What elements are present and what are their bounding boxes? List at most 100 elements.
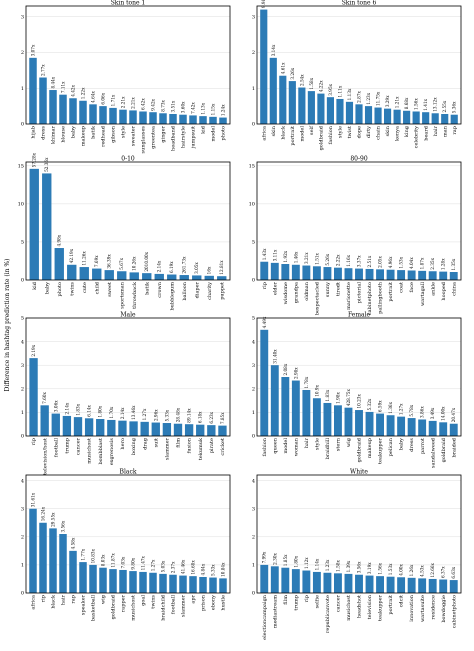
bar	[196, 424, 205, 436]
y-axis-label: Difference in hashtag prediction rate (i…	[4, 259, 11, 392]
x-tick-label: sweet	[107, 282, 113, 297]
x-tick-label: redhead	[101, 125, 107, 147]
data-label: 89.14x	[187, 408, 192, 423]
bar	[59, 534, 67, 593]
x-tick-label: electioncampaign	[262, 594, 268, 640]
bar	[189, 576, 197, 593]
x-tick-label: photo	[221, 126, 227, 140]
bar	[407, 270, 416, 280]
x-tick-label: goldbraid	[111, 594, 117, 619]
x-tick-label: charity	[207, 282, 213, 300]
bar	[344, 268, 353, 280]
x-tick-label: film	[176, 438, 182, 448]
data-label: 1.43x	[262, 248, 267, 260]
x-tick-label: model	[283, 438, 289, 454]
x-tick-label: style	[338, 126, 344, 138]
data-label: 5.78x	[409, 404, 414, 416]
y-tick-label: 0	[21, 122, 24, 128]
data-label: 1.56x	[378, 562, 383, 574]
panel-title: 0-10	[121, 156, 135, 163]
x-tick-label: basketball	[91, 595, 97, 622]
data-label: 11.26x	[82, 251, 87, 266]
bar	[40, 405, 49, 436]
bar	[449, 272, 458, 280]
data-label: 13.12x	[433, 97, 438, 112]
panel-title: 80-90	[350, 156, 367, 163]
bar	[407, 577, 416, 593]
data-label: 3.49x	[430, 407, 435, 419]
bar	[159, 573, 167, 593]
y-tick-label: 2	[252, 535, 255, 541]
bar	[167, 274, 177, 280]
data-label: 5.03x	[161, 560, 166, 572]
panel-title: White	[350, 469, 368, 476]
panel-title: Black	[120, 469, 137, 476]
panel-6: 0 1 2 3 4 Black 31.61x africa 16.24x rip 29.55x bla…	[21, 469, 231, 622]
x-tick-label: wartasuite	[420, 595, 426, 622]
data-label: 1.23x	[325, 559, 330, 571]
y-tick-label: 0	[21, 591, 24, 597]
x-tick-label: batik	[91, 125, 97, 139]
data-label: 2.54x	[299, 74, 304, 86]
data-label: 4.58x	[71, 537, 76, 549]
x-tick-label: twins	[69, 282, 75, 296]
bar	[326, 97, 334, 124]
x-tick-label: gibson	[111, 125, 117, 143]
data-label: 1.21x	[395, 96, 400, 108]
bar	[422, 112, 430, 124]
bar	[281, 377, 290, 436]
bar	[42, 173, 52, 280]
data-label: 3.37x	[357, 255, 362, 267]
x-tick-label: trump	[293, 595, 299, 611]
plot-frame	[25, 5, 231, 125]
x-tick-label: woman	[293, 437, 299, 456]
bar	[270, 365, 279, 436]
bar	[139, 111, 147, 124]
x-tick-label: hustle	[221, 595, 227, 611]
x-tick-label: style	[121, 126, 127, 138]
data-label: 7.03x	[121, 556, 126, 568]
y-tick-label: 0	[252, 591, 255, 597]
x-tick-label: residence	[430, 595, 436, 620]
data-label: 3.51x	[171, 100, 176, 112]
data-label: 7.11x	[61, 81, 66, 93]
x-tick-label: hairstyle	[181, 126, 187, 148]
panel-7: 0 1 2 3 4 White 7.99x electioncampaign 2.30x medi…	[252, 469, 462, 640]
x-tick-label: fashion	[328, 125, 334, 144]
bar	[209, 577, 217, 593]
x-tick-label: child	[94, 281, 100, 294]
x-tick-label: wig	[346, 437, 352, 447]
data-label: 12.81x	[219, 260, 224, 275]
bar	[179, 575, 187, 593]
data-label: 3.07x	[31, 44, 36, 56]
data-label: 14.00x	[441, 406, 446, 421]
bar	[260, 261, 269, 280]
x-tick-label: rip	[41, 595, 47, 602]
bar	[365, 411, 374, 436]
x-tick-label: tiredt	[336, 282, 342, 296]
data-label: 16.24x	[41, 506, 46, 521]
x-tick-label: stern	[336, 437, 342, 451]
data-label: 11.75x	[376, 91, 381, 106]
data-label: 2.35x	[430, 257, 435, 269]
bar	[428, 271, 437, 280]
x-tick-label: bombblast	[98, 438, 104, 465]
x-tick-label: marionette	[346, 282, 352, 310]
bar	[323, 267, 332, 280]
y-tick-label: 3	[21, 363, 24, 369]
data-label: 16x	[207, 266, 212, 274]
bar	[364, 106, 373, 124]
x-tick-label: portrait	[388, 282, 394, 302]
x-tick-label: beard	[423, 125, 429, 141]
data-label: 2.21x	[131, 97, 136, 109]
data-label: 13.46x	[131, 405, 136, 420]
y-tick-label: 10	[18, 202, 24, 208]
x-tick-label: crown	[157, 281, 163, 297]
data-label: 1.83x	[76, 403, 81, 415]
bar	[302, 265, 311, 280]
bar	[119, 109, 127, 124]
data-label: 3.19x	[367, 562, 372, 574]
x-tick-label: queen	[272, 437, 278, 453]
bar	[69, 550, 77, 593]
bar	[119, 569, 127, 593]
